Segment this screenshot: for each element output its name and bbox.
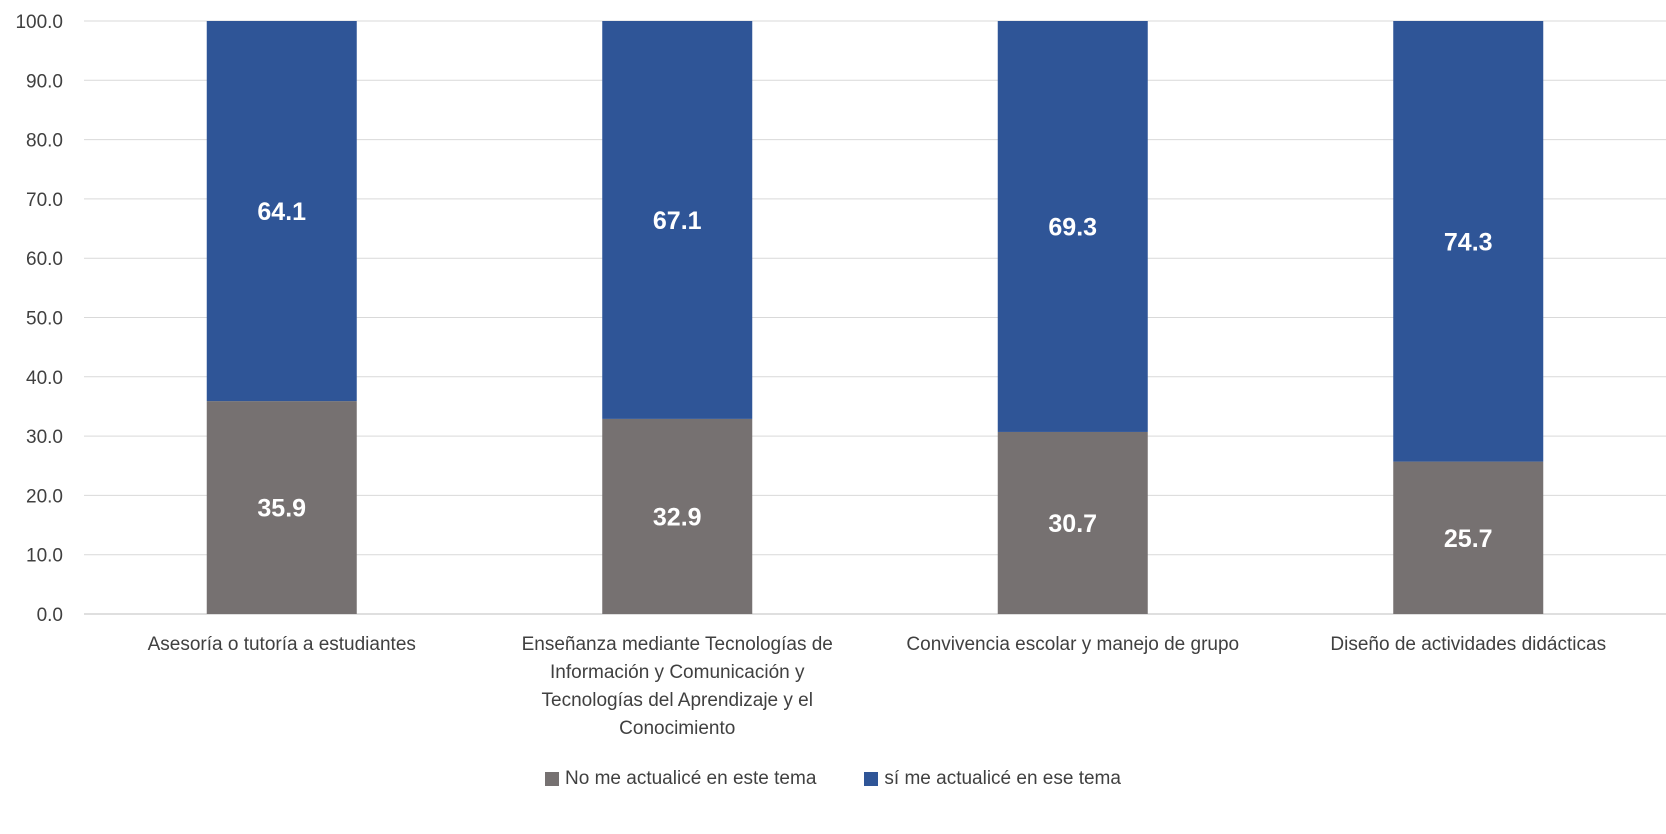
- legend-label: sí me actualicé en ese tema: [884, 768, 1121, 789]
- data-label: 32.9: [653, 503, 702, 531]
- x-category-label: Información y Comunicación y: [550, 662, 805, 683]
- x-category-label: Convivencia escolar y manejo de grupo: [906, 634, 1239, 655]
- bar-segment: [1393, 461, 1544, 614]
- y-tick-label: 80.0: [26, 131, 63, 152]
- y-tick-label: 0.0: [37, 605, 63, 626]
- y-tick-label: 50.0: [26, 309, 63, 330]
- bar-segment: [602, 418, 753, 614]
- y-tick-label: 70.0: [26, 190, 63, 211]
- bar-segment: [602, 21, 753, 419]
- bar-segment: [206, 21, 357, 402]
- bar-segment: [1393, 21, 1544, 462]
- chart-legend: No me actualicé en este tema sí me actua…: [0, 764, 1666, 794]
- y-tick-label: 10.0: [26, 546, 63, 567]
- x-category-label: Asesoría o tutoría a estudiantes: [148, 634, 416, 655]
- y-tick-label: 100.0: [15, 12, 63, 33]
- chart-plot-area: 0.0 10.0 20.0 30.0 40.0 50.0 60.0 70.0 80.0 90.0 1…: [15, 12, 1666, 739]
- y-tick-label: 30.0: [26, 427, 63, 448]
- data-label: 67.1: [653, 207, 702, 235]
- y-tick-label: 60.0: [26, 249, 63, 270]
- y-tick-label: 90.0: [26, 71, 63, 92]
- bar-segment: [997, 431, 1148, 614]
- legend-item-si-actualice: sí me actualicé en ese tema: [864, 768, 1121, 790]
- x-category-label: Conocimiento: [619, 718, 735, 739]
- data-label: 35.9: [257, 495, 306, 523]
- data-label: 74.3: [1444, 228, 1493, 256]
- y-tick-label: 40.0: [26, 368, 63, 389]
- bar-segment: [997, 21, 1148, 432]
- data-label: 25.7: [1444, 525, 1493, 553]
- x-category-label: Enseñanza mediante Tecnologías de: [522, 634, 833, 655]
- x-category-label: Diseño de actividades didácticas: [1330, 634, 1606, 655]
- legend-swatch-blue: [864, 772, 879, 786]
- legend-swatch-gray: [545, 772, 560, 786]
- legend-label: No me actualicé en este tema: [565, 768, 817, 789]
- data-label: 69.3: [1048, 213, 1097, 241]
- bar-segment: [206, 401, 357, 614]
- data-label: 30.7: [1048, 510, 1097, 538]
- data-label: 64.1: [257, 198, 306, 226]
- y-tick-label: 20.0: [26, 486, 63, 507]
- legend-item-no-actualice: No me actualicé en este tema: [545, 768, 816, 790]
- x-category-label: Tecnologías del Aprendizaje y el: [542, 690, 813, 711]
